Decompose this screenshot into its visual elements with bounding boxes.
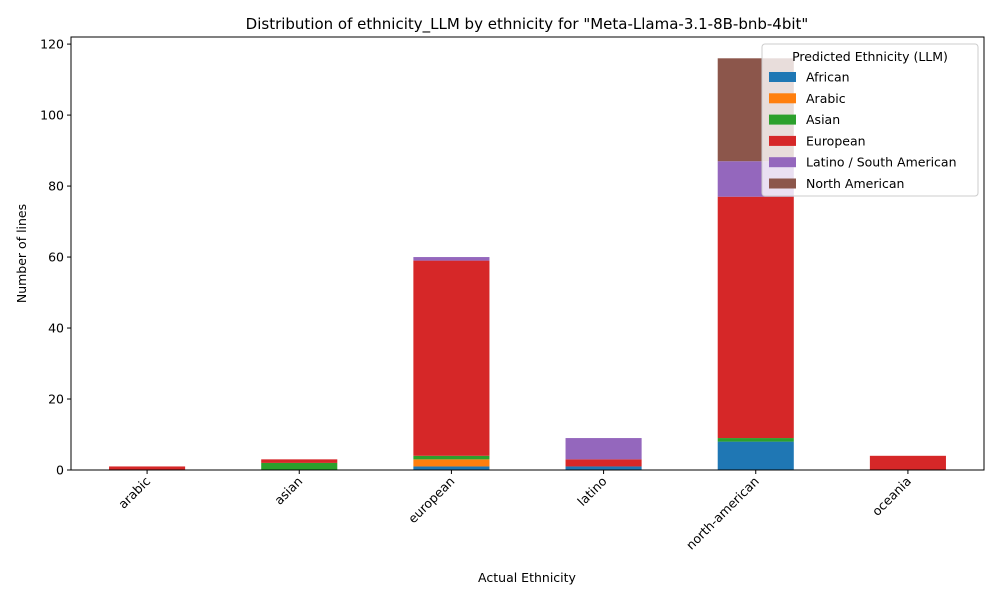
bar-oceania-european	[869, 455, 946, 470]
legend-swatch	[769, 72, 796, 82]
legend-swatch	[769, 157, 796, 168]
bar-north-american-asian	[717, 438, 794, 442]
x-axis-title: Actual Ethnicity	[478, 570, 576, 585]
chart-title: Distribution of ethnicity_LLM by ethnici…	[246, 15, 809, 34]
x-tick-label-north-american: north-american	[683, 474, 762, 553]
bar-asian-european	[261, 459, 338, 463]
y-tick-label: 20	[48, 392, 64, 407]
bar-latino-european	[565, 459, 642, 467]
bar-european-latino-south-american	[413, 257, 490, 261]
legend-swatch	[769, 135, 796, 146]
bar-latino-latino-south-american	[565, 438, 642, 460]
legend-label: Latino / South American	[806, 155, 957, 170]
bar-european-african	[413, 466, 490, 470]
legend-box	[761, 43, 979, 197]
bar-arabic-european	[109, 466, 186, 470]
legend-swatch	[769, 178, 796, 189]
legend-swatch	[769, 114, 796, 125]
legend-label: Asian	[806, 112, 840, 127]
bar-european-european	[413, 260, 490, 456]
y-tick-label: 120	[40, 37, 64, 52]
bar-north-american-african	[717, 441, 794, 470]
bar-european-arabic	[413, 459, 490, 467]
bar-north-american-european	[717, 196, 794, 439]
y-tick-label: 100	[40, 108, 64, 123]
y-axis-title: Number of lines	[14, 204, 29, 303]
y-axis: 0 20 40 60 80 100 120	[40, 37, 71, 478]
legend-label: North American	[806, 176, 904, 191]
x-tick-label-asian: asian	[271, 474, 305, 508]
y-tick-label: 80	[48, 179, 64, 194]
legend-items: African Arabic Asian European Latino / South…	[769, 70, 957, 191]
legend-label: European	[806, 133, 866, 148]
bars-group	[109, 58, 946, 470]
y-tick-label: 60	[48, 250, 64, 265]
bar-latino-african	[565, 466, 642, 470]
bar-european-asian	[413, 455, 490, 460]
x-tick-label-oceania: oceania	[869, 474, 914, 519]
legend: Predicted Ethnicity (LLM) AfricanArabicA…	[761, 43, 979, 197]
y-tick-label: 40	[48, 321, 64, 336]
legend-label: African	[806, 70, 850, 85]
legend-swatch	[769, 93, 796, 104]
legend-label: Arabic	[806, 91, 846, 106]
bar-asian-asian	[261, 462, 338, 470]
x-tick-label-arabic: arabic	[115, 473, 153, 511]
plot-frame	[70, 36, 985, 471]
y-tick-label: 0	[56, 463, 64, 478]
x-axis: arabic asian european latino north-american o…	[115, 470, 914, 552]
legend-title: Predicted Ethnicity (LLM)	[792, 49, 948, 64]
x-tick-label-european: european	[405, 474, 458, 527]
x-tick-label-latino: latino	[574, 474, 609, 509]
